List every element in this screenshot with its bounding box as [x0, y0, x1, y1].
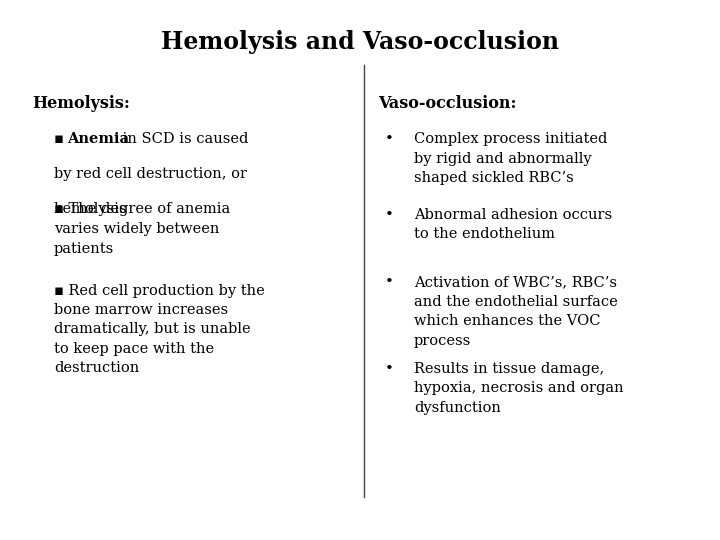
Text: Hemolysis:: Hemolysis:	[32, 94, 130, 111]
Text: Results in tissue damage,
hypoxia, necrosis and organ
dysfunction: Results in tissue damage, hypoxia, necro…	[414, 362, 624, 415]
Text: ▪ Red cell production by the
bone marrow increases
dramatically, but is unable
t: ▪ Red cell production by the bone marrow…	[54, 284, 265, 375]
Text: Vaso-occlusion:: Vaso-occlusion:	[378, 94, 516, 111]
Text: hemolysis: hemolysis	[54, 202, 127, 217]
Text: •: •	[385, 132, 394, 146]
Text: Abnormal adhesion occurs
to the endothelium: Abnormal adhesion occurs to the endothel…	[414, 208, 612, 241]
Text: Anemia: Anemia	[67, 132, 129, 146]
Text: ▪ The degree of anemia
varies widely between
patients: ▪ The degree of anemia varies widely bet…	[54, 202, 230, 255]
Text: •: •	[385, 362, 394, 376]
Text: Hemolysis and Vaso-occlusion: Hemolysis and Vaso-occlusion	[161, 30, 559, 53]
Text: •: •	[385, 208, 394, 222]
Text: by red cell destruction, or: by red cell destruction, or	[54, 167, 247, 181]
Text: Complex process initiated
by rigid and abnormally
shaped sickled RBC’s: Complex process initiated by rigid and a…	[414, 132, 608, 185]
Text: in SCD is caused: in SCD is caused	[118, 132, 248, 146]
Text: •: •	[385, 275, 394, 289]
Text: ▪: ▪	[54, 132, 69, 146]
Text: Activation of WBC’s, RBC’s
and the endothelial surface
which enhances the VOC
pr: Activation of WBC’s, RBC’s and the endot…	[414, 275, 618, 348]
